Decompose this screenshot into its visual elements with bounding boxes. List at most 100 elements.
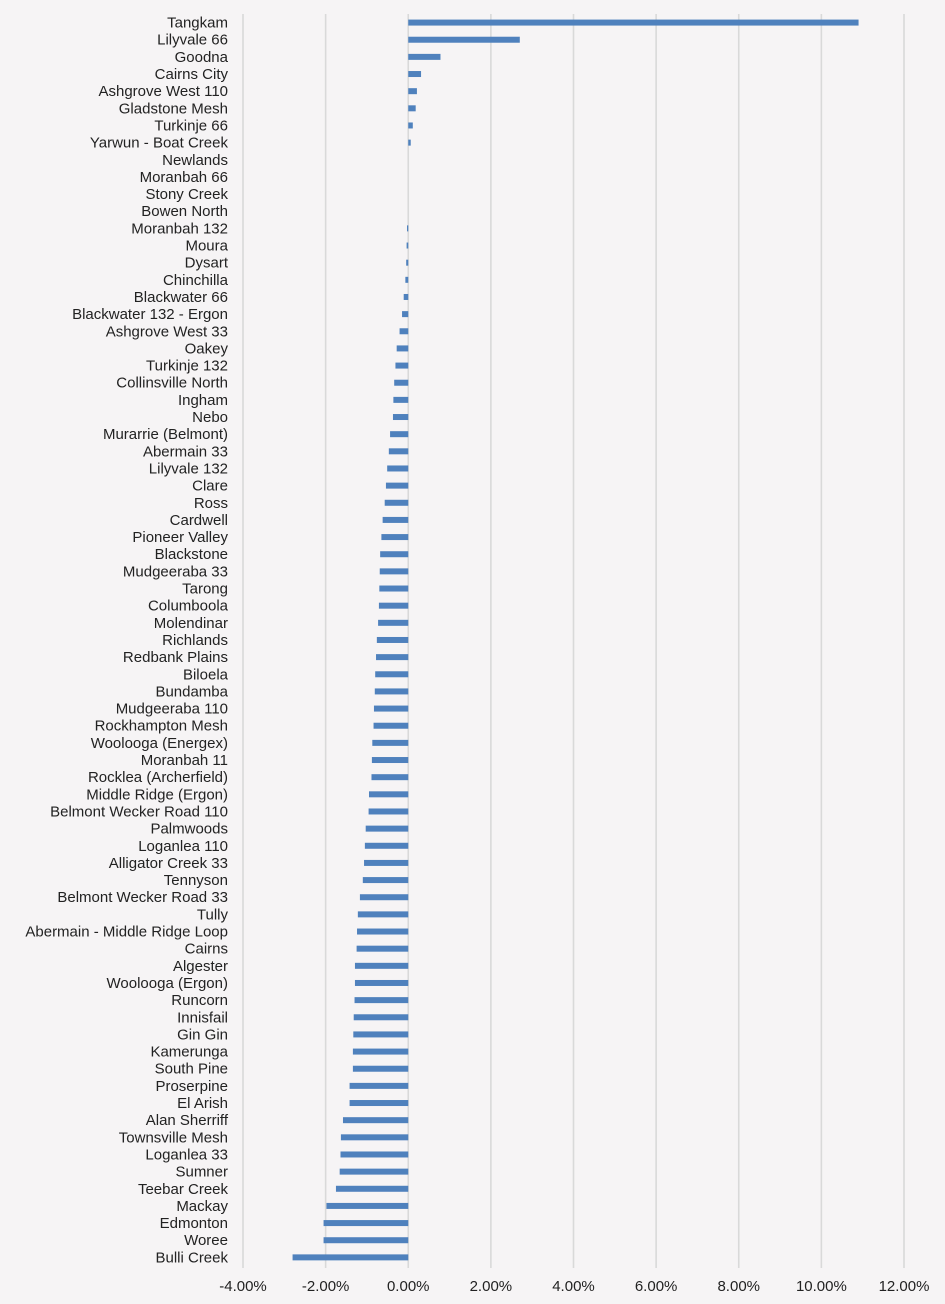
category-label: Bulli Creek <box>155 1249 228 1266</box>
bar <box>326 1202 409 1209</box>
category-label: Middle Ridge (Ergon) <box>86 786 228 803</box>
category-label: Algester <box>173 958 228 975</box>
bar <box>352 1065 409 1072</box>
bar <box>373 705 409 712</box>
bar <box>378 602 409 609</box>
category-label: Stony Creek <box>145 186 228 203</box>
bar <box>406 242 409 249</box>
bar <box>408 105 416 112</box>
bar <box>406 259 409 266</box>
category-label: Ashgrove West 110 <box>98 83 228 100</box>
bar <box>378 619 409 626</box>
category-label: Oakey <box>185 340 229 357</box>
bar <box>380 551 409 558</box>
bar <box>356 945 409 952</box>
category-label: Cairns <box>185 941 228 958</box>
x-tick-label: 0.00% <box>387 1278 430 1295</box>
category-label: Ingham <box>178 392 228 409</box>
category-label: Goodna <box>175 49 229 66</box>
category-label: Abermain 33 <box>143 443 228 460</box>
bar <box>403 293 409 300</box>
bar <box>357 928 409 935</box>
category-label: Woolooga (Ergon) <box>107 975 228 992</box>
bar <box>353 1014 409 1021</box>
bar <box>384 499 409 506</box>
gridlines <box>242 14 905 1268</box>
x-tick-label: 10.00% <box>796 1278 847 1295</box>
category-label: Blackwater 66 <box>134 289 228 306</box>
x-axis-tick-labels: -4.00% -2.00% 0.00% 2.00% 4.00% 6.00% 8.00% 10.… <box>219 1278 929 1295</box>
bar <box>394 379 409 386</box>
category-label: Collinsville North <box>116 375 228 392</box>
category-label: Moranbah 132 <box>131 220 228 237</box>
category-label: Bundamba <box>155 683 228 700</box>
category-label: Pioneer Valley <box>132 529 228 546</box>
bar <box>390 431 409 438</box>
bar <box>354 997 409 1004</box>
category-label: Richlands <box>162 632 228 649</box>
category-label: Rockhampton Mesh <box>95 718 228 735</box>
category-label: Mackay <box>176 1198 228 1215</box>
bar <box>354 962 409 969</box>
category-label: El Arish <box>177 1095 228 1112</box>
bar <box>374 688 409 695</box>
x-tick-label: 2.00% <box>470 1278 513 1295</box>
category-label: Lilyvale 66 <box>157 32 228 49</box>
bar <box>369 791 409 798</box>
category-label: Chinchilla <box>163 272 229 289</box>
category-label: Newlands <box>162 152 228 169</box>
bar <box>408 139 411 146</box>
x-tick-label: 12.00% <box>879 1278 930 1295</box>
category-label: Tennyson <box>164 872 228 889</box>
bar <box>357 911 409 918</box>
bar <box>353 1031 409 1038</box>
bar <box>349 1100 409 1107</box>
category-label: Rocklea (Archerfield) <box>88 769 228 786</box>
bar <box>379 568 409 575</box>
category-label: Tangkam <box>167 15 228 32</box>
x-tick-label: -2.00% <box>302 1278 350 1295</box>
bar <box>335 1185 409 1192</box>
bar <box>399 328 409 335</box>
bar <box>323 1237 409 1244</box>
bar <box>292 1254 409 1261</box>
category-label: Mudgeeraba 110 <box>116 701 228 718</box>
bar <box>362 877 409 884</box>
category-label: Edmonton <box>160 1215 228 1232</box>
bar <box>376 636 409 643</box>
bar <box>339 1168 409 1175</box>
category-label: Blackwater 132 - Ergon <box>72 306 228 323</box>
category-label: Mudgeeraba 33 <box>123 563 228 580</box>
category-label: Moura <box>185 238 228 255</box>
category-label: Townsville Mesh <box>119 1129 228 1146</box>
bar <box>387 465 409 472</box>
category-label: Cardwell <box>170 512 228 529</box>
bar <box>408 36 520 43</box>
bar <box>349 1082 409 1089</box>
category-label: Runcorn <box>171 992 228 1009</box>
bar <box>359 894 409 901</box>
category-label: Woolooga (Energex) <box>91 735 228 752</box>
category-label: Proserpine <box>155 1078 228 1095</box>
bar <box>323 1220 409 1227</box>
category-label: Ross <box>194 495 228 512</box>
bar <box>388 448 409 455</box>
category-label: Sumner <box>175 1164 228 1181</box>
bar <box>385 482 409 489</box>
bar <box>371 757 409 764</box>
category-label: Murarrie (Belmont) <box>103 426 228 443</box>
bar <box>382 516 409 523</box>
category-label: Gladstone Mesh <box>119 100 228 117</box>
category-label: Blackstone <box>155 546 228 563</box>
category-label: Woree <box>184 1232 228 1249</box>
bars <box>292 19 859 1261</box>
x-tick-label: 4.00% <box>552 1278 595 1295</box>
bar <box>395 362 409 369</box>
category-label: Innisfail <box>177 1009 228 1026</box>
bar <box>408 19 859 26</box>
category-label: Turkinje 66 <box>154 117 228 134</box>
category-label: Moranbah 66 <box>140 169 228 186</box>
bar <box>408 122 413 129</box>
